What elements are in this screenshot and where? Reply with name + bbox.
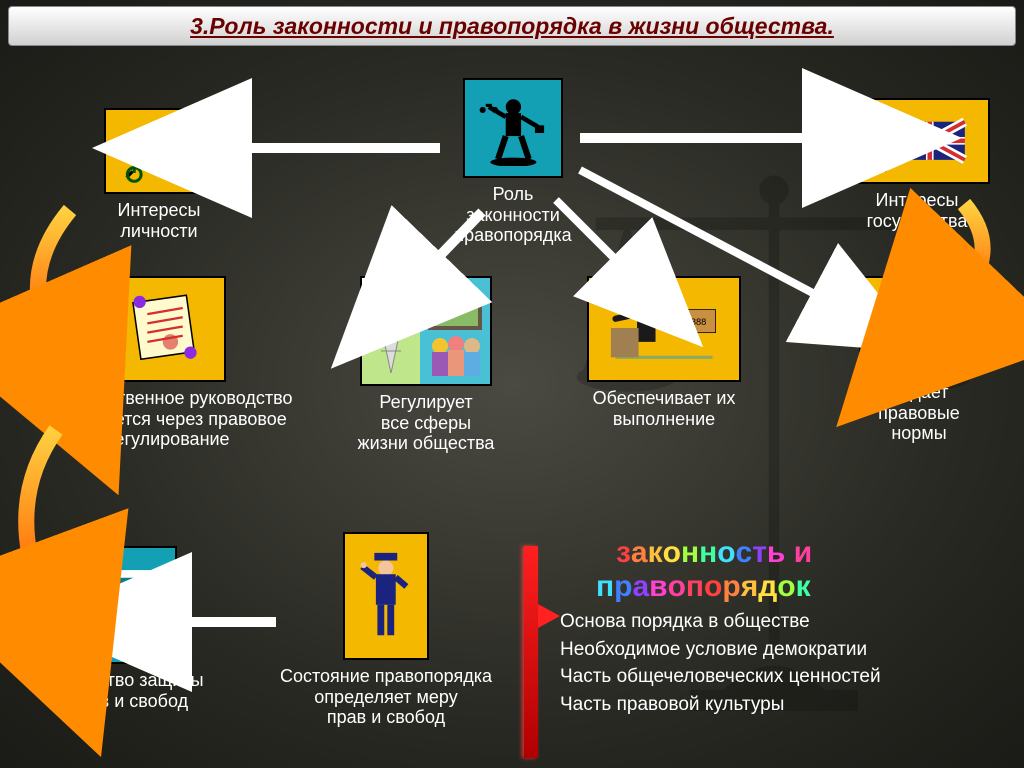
judge-icon: 888 xyxy=(587,276,741,382)
node-gov-leadership: Государственное руководство реализуется … xyxy=(22,276,312,450)
police-icon xyxy=(343,532,429,660)
node-personal: Интересы личности xyxy=(84,108,234,241)
svg-text:888: 888 xyxy=(691,317,706,327)
red-vertical-bar xyxy=(524,546,538,758)
label-police: Состояние правопорядка определяет меру п… xyxy=(256,666,516,728)
people-icon xyxy=(420,278,490,384)
label-ensures: Обеспечивает их выполнение xyxy=(554,388,774,429)
flag-icon xyxy=(844,98,990,184)
bullet-1: Основа порядка в обществе xyxy=(560,608,881,636)
rainbow-line1: законность и xyxy=(616,536,812,570)
slide-title: 3.Роль законности и правопорядка в жизни… xyxy=(190,13,834,40)
law-tools-icon xyxy=(859,276,979,376)
label-protection: Средство защиты прав и свобод xyxy=(24,670,234,711)
node-center-top: Роль законности правопорядка xyxy=(448,78,578,246)
bullet-list: Основа порядка в обществе Необходимое ус… xyxy=(560,608,881,718)
lawman-icon xyxy=(463,78,563,178)
label-issues-norms: Издает правовые нормы xyxy=(834,382,1004,444)
node-protection: Средство защиты прав и свобод xyxy=(24,546,234,711)
node-police: Состояние правопорядка определяет меру п… xyxy=(256,532,516,728)
rainbow-line2: правопорядок xyxy=(596,570,811,604)
label-personal: Интересы личности xyxy=(84,200,234,241)
label-regulates: Регулирует все сферы жизни общества xyxy=(316,392,536,454)
node-state: Интересы государства xyxy=(832,98,1002,231)
bullet-4: Часть правовой культуры xyxy=(560,691,881,719)
red-arrow-right xyxy=(538,604,560,628)
node-ensures: 888 Обеспечивает их выполнение xyxy=(554,276,774,429)
label-state: Интересы государства xyxy=(832,190,1002,231)
bullet-2: Необходимое условие демократии xyxy=(560,636,881,664)
lounge-icon xyxy=(104,108,214,194)
italy-icon: I T xyxy=(362,278,420,384)
label-center-top: Роль законности правопорядка xyxy=(448,184,578,246)
bullet-3: Часть общечеловеческих ценностей xyxy=(560,663,881,691)
node-issues-norms: Издает правовые нормы xyxy=(834,276,1004,444)
label-gov-leadership: Государственное руководство реализуется … xyxy=(22,388,312,450)
jar-lock-icon xyxy=(81,546,177,664)
scroll-icon xyxy=(108,276,226,382)
node-regulates: I T Регулирует все сферы жизни общества xyxy=(316,276,536,454)
slide-title-bar: 3.Роль законности и правопорядка в жизни… xyxy=(8,6,1016,46)
